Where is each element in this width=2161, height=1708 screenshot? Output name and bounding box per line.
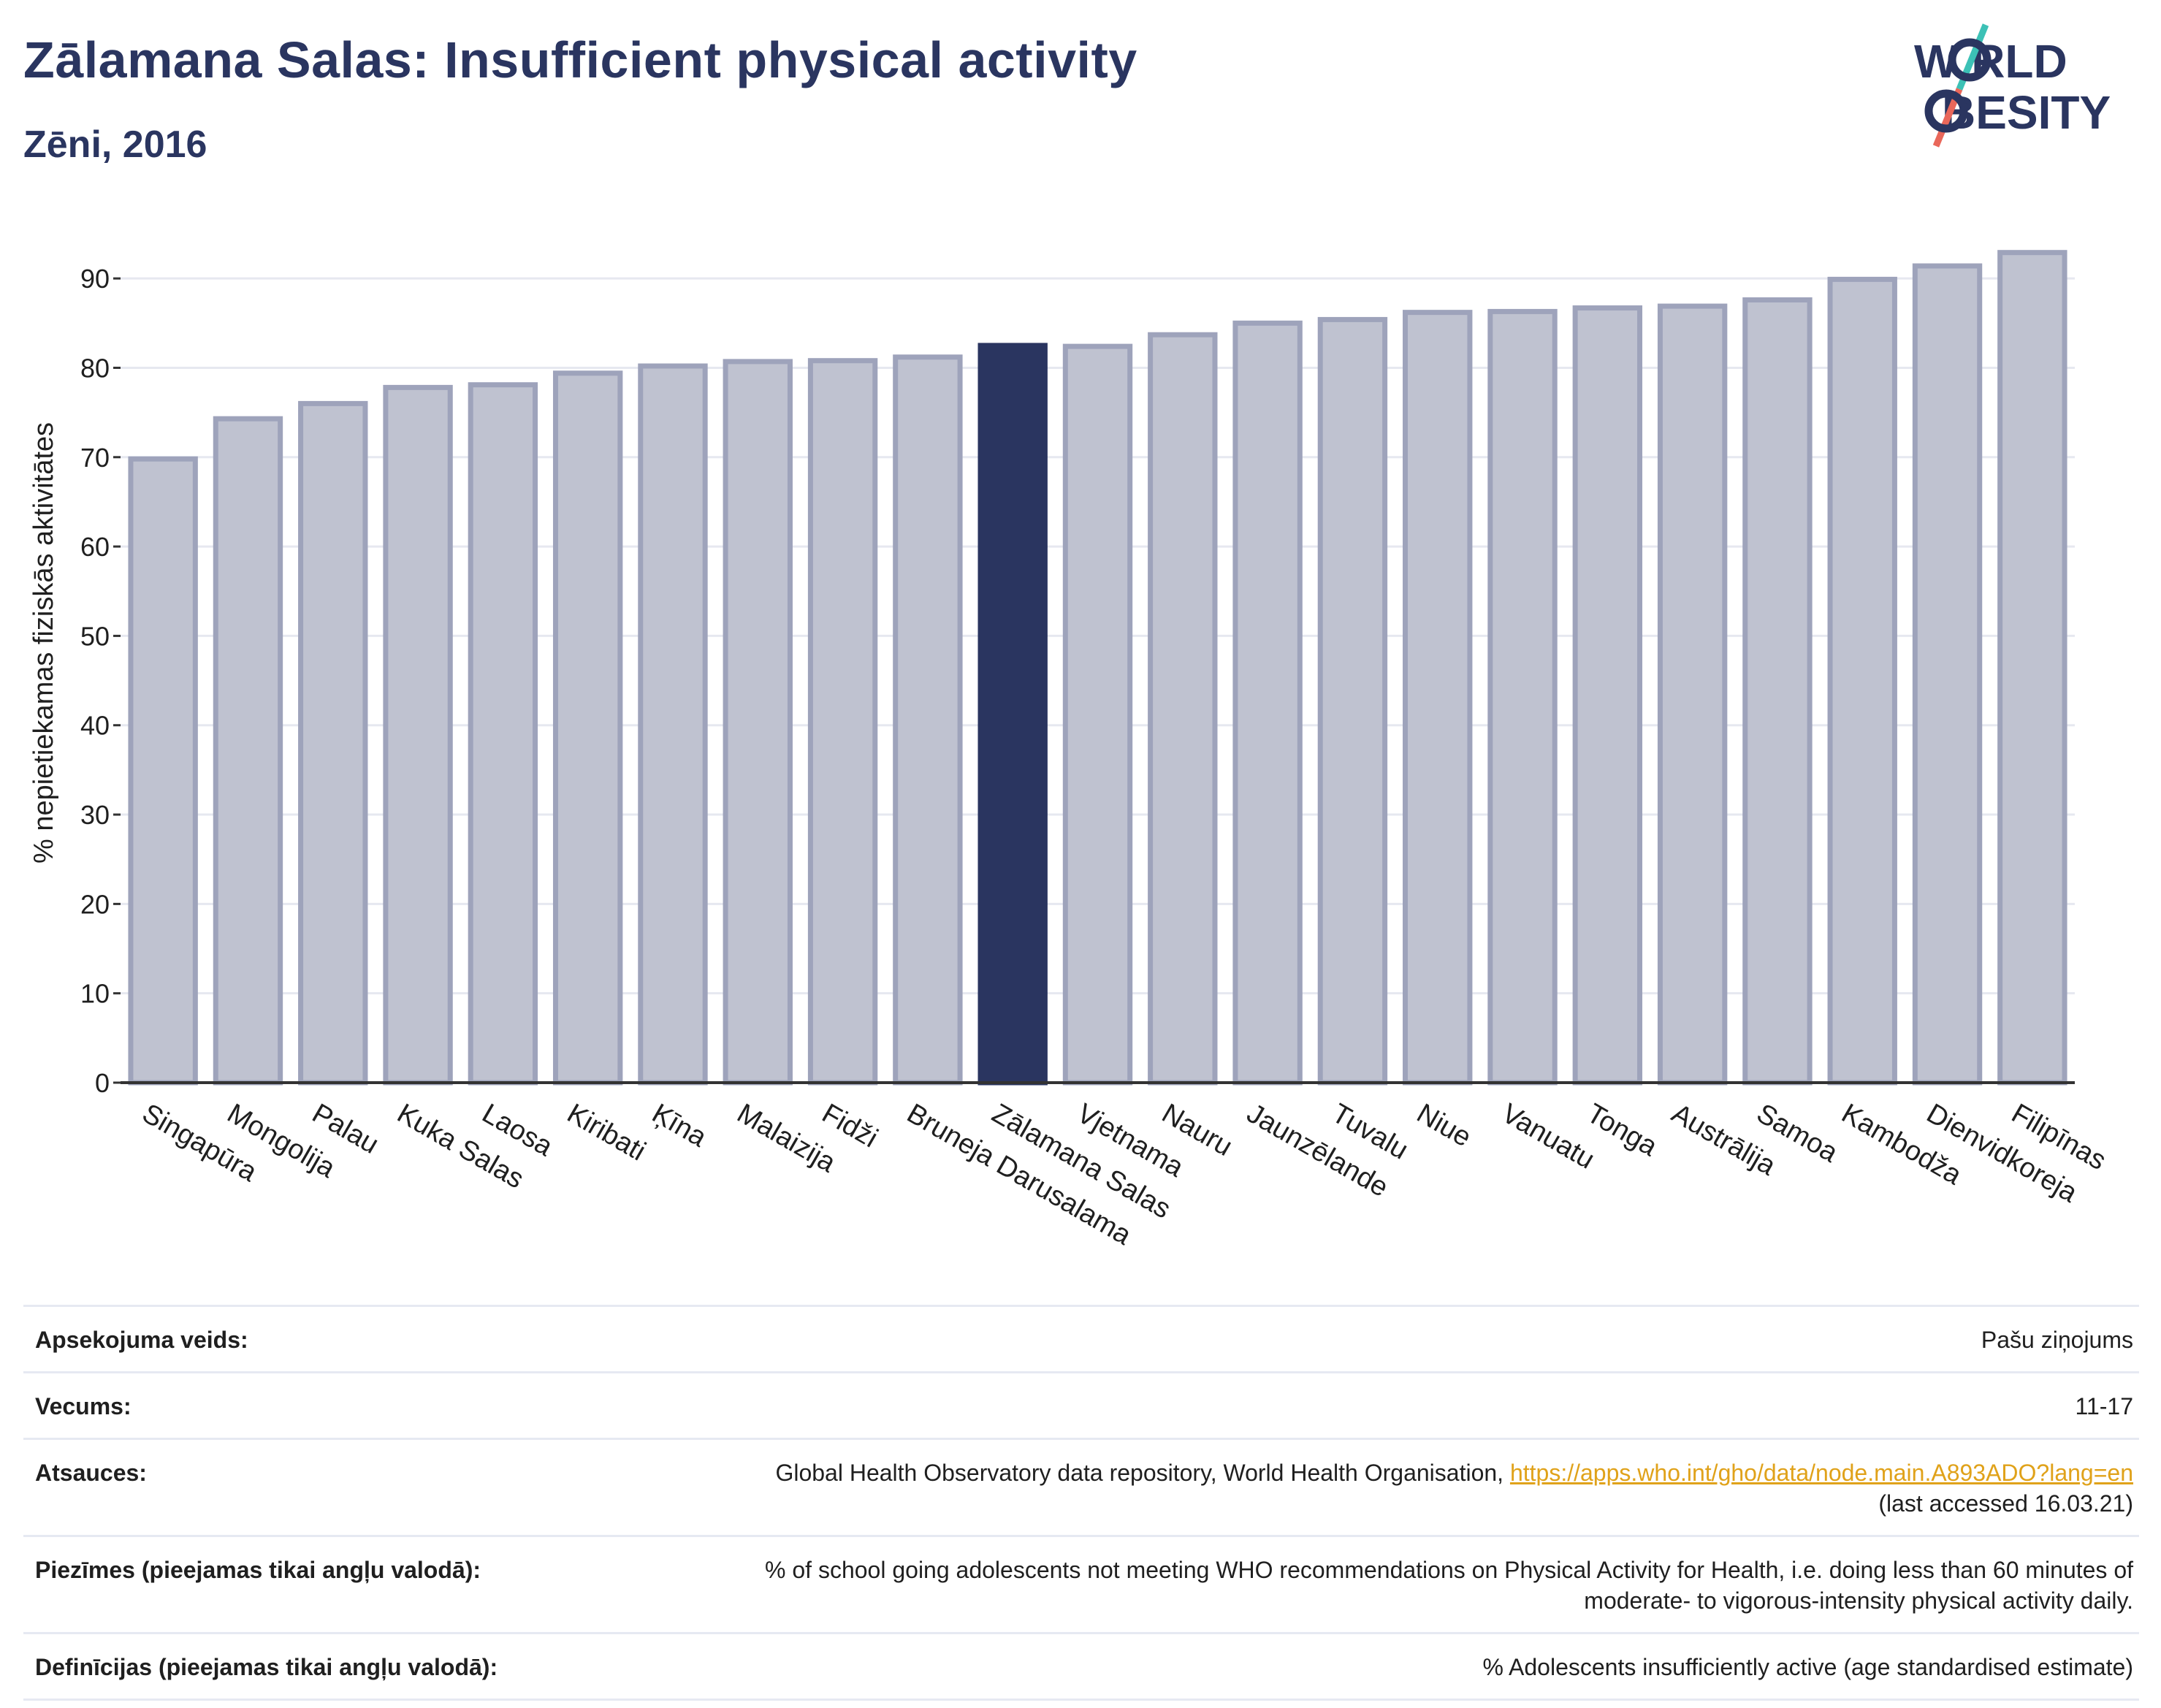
y-tick-label: 50 — [80, 621, 110, 651]
bar-chart: 0 10 20 30 40 50 60 70 80 90 SingapūraMongolijaPa… — [28, 250, 2111, 1251]
info-value: % of school going adolescents not meetin… — [596, 1535, 2139, 1633]
y-tick-label: 20 — [80, 889, 110, 919]
info-row: Vecums: 11-17 — [23, 1371, 2139, 1439]
bar-8 — [723, 359, 793, 1086]
info-key: Definīcijas (pieejamas tikai angļu valod… — [23, 1632, 596, 1701]
info-row: Piezīmes (pieejamas tikai angļu valodā):… — [23, 1535, 2139, 1633]
logo-text-obesity: BESITY — [1942, 86, 2111, 139]
bar-23 — [1997, 250, 2067, 1086]
y-tick-label: 40 — [80, 711, 110, 741]
y-axis-label: % nepietiekamas fiziskās aktivitātes — [28, 422, 59, 863]
bars — [128, 250, 2067, 1086]
bar-7 — [638, 363, 708, 1086]
bar-12 — [1062, 343, 1133, 1086]
y-tick-label: 90 — [80, 264, 110, 294]
y-tick-label: 70 — [80, 443, 110, 473]
y-tick-label: 0 — [95, 1068, 110, 1098]
bar-20 — [1742, 297, 1813, 1086]
info-value: Global Health Observatory data repositor… — [596, 1438, 2139, 1536]
world-obesity-logo: W RLD BESITY — [1914, 23, 2111, 148]
bar-9 — [807, 358, 878, 1086]
info-value-text: % Adolescents insufficiently active (age… — [1482, 1654, 2133, 1680]
chart-title: Zālamana Salas: Insufficient physical ac… — [23, 31, 1137, 88]
info-key: Atsauces: — [23, 1438, 596, 1536]
info-key: Apsekojuma veids: — [23, 1305, 596, 1373]
bar-17 — [1487, 308, 1558, 1086]
bar-4 — [383, 384, 453, 1086]
bar-6 — [552, 370, 623, 1086]
info-value-text: Pašu ziņojums — [1981, 1327, 2133, 1353]
logo-ring-o1 — [1948, 38, 1992, 82]
info-value-text: Global Health Observatory data repositor… — [775, 1460, 1510, 1486]
info-value: % Adolescents insufficiently active (age… — [596, 1632, 2139, 1701]
bar-13 — [1148, 332, 1218, 1086]
info-value-text: 11-17 — [2075, 1393, 2133, 1419]
bar-3 — [298, 400, 368, 1086]
info-row: Apsekojuma veids: Pašu ziņojums — [23, 1305, 2139, 1373]
y-tick-label: 60 — [80, 532, 110, 562]
y-tick-label: 30 — [80, 800, 110, 830]
bar-1 — [128, 456, 198, 1086]
logo-ring-o2 — [1924, 89, 1968, 133]
x-tick-label: Niue — [1411, 1098, 1476, 1153]
info-value: 11-17 — [596, 1371, 2139, 1439]
bar-11 — [977, 343, 1048, 1086]
bar-15 — [1317, 316, 1388, 1086]
x-tick-label: Vanuatu — [1496, 1098, 1599, 1175]
info-row: Atsauces: Global Health Observatory data … — [23, 1438, 2139, 1536]
bar-18 — [1572, 305, 1643, 1086]
bar-10 — [893, 354, 963, 1086]
x-tick-label: Ķīna — [647, 1098, 712, 1154]
source-link[interactable]: https://apps.who.int/gho/data/node.main.… — [1509, 1460, 2133, 1486]
info-value: Pašu ziņojums — [596, 1305, 2139, 1373]
y-axis: 0 10 20 30 40 50 60 70 80 90 — [80, 264, 121, 1098]
info-key: Piezīmes (pieejamas tikai angļu valodā): — [23, 1535, 596, 1633]
bar-21 — [1827, 276, 1897, 1086]
info-value-text-2: moderate- to vigorous-intensity physical… — [1584, 1587, 2133, 1614]
info-row: Definīcijas (pieejamas tikai angļu valod… — [23, 1632, 2139, 1701]
bar-16 — [1403, 310, 1473, 1086]
x-tick-label: Kiribati — [562, 1098, 651, 1167]
bar-14 — [1232, 320, 1303, 1086]
info-table: Apsekojuma veids: Pašu ziņojums Vecums: 11-… — [23, 1305, 2139, 1701]
chart-subtitle: Zēni, 2016 — [23, 123, 207, 166]
info-key: Vecums: — [23, 1371, 596, 1439]
info-value-text-2: (last accessed 16.03.21) — [1878, 1490, 2133, 1517]
y-tick-label: 10 — [80, 979, 110, 1009]
info-value-text: % of school going adolescents not meetin… — [765, 1557, 2133, 1583]
bar-2 — [213, 416, 283, 1086]
y-tick-label: 80 — [80, 353, 110, 383]
bar-5 — [468, 382, 538, 1086]
bar-22 — [1912, 263, 1983, 1086]
bar-19 — [1657, 303, 1728, 1086]
